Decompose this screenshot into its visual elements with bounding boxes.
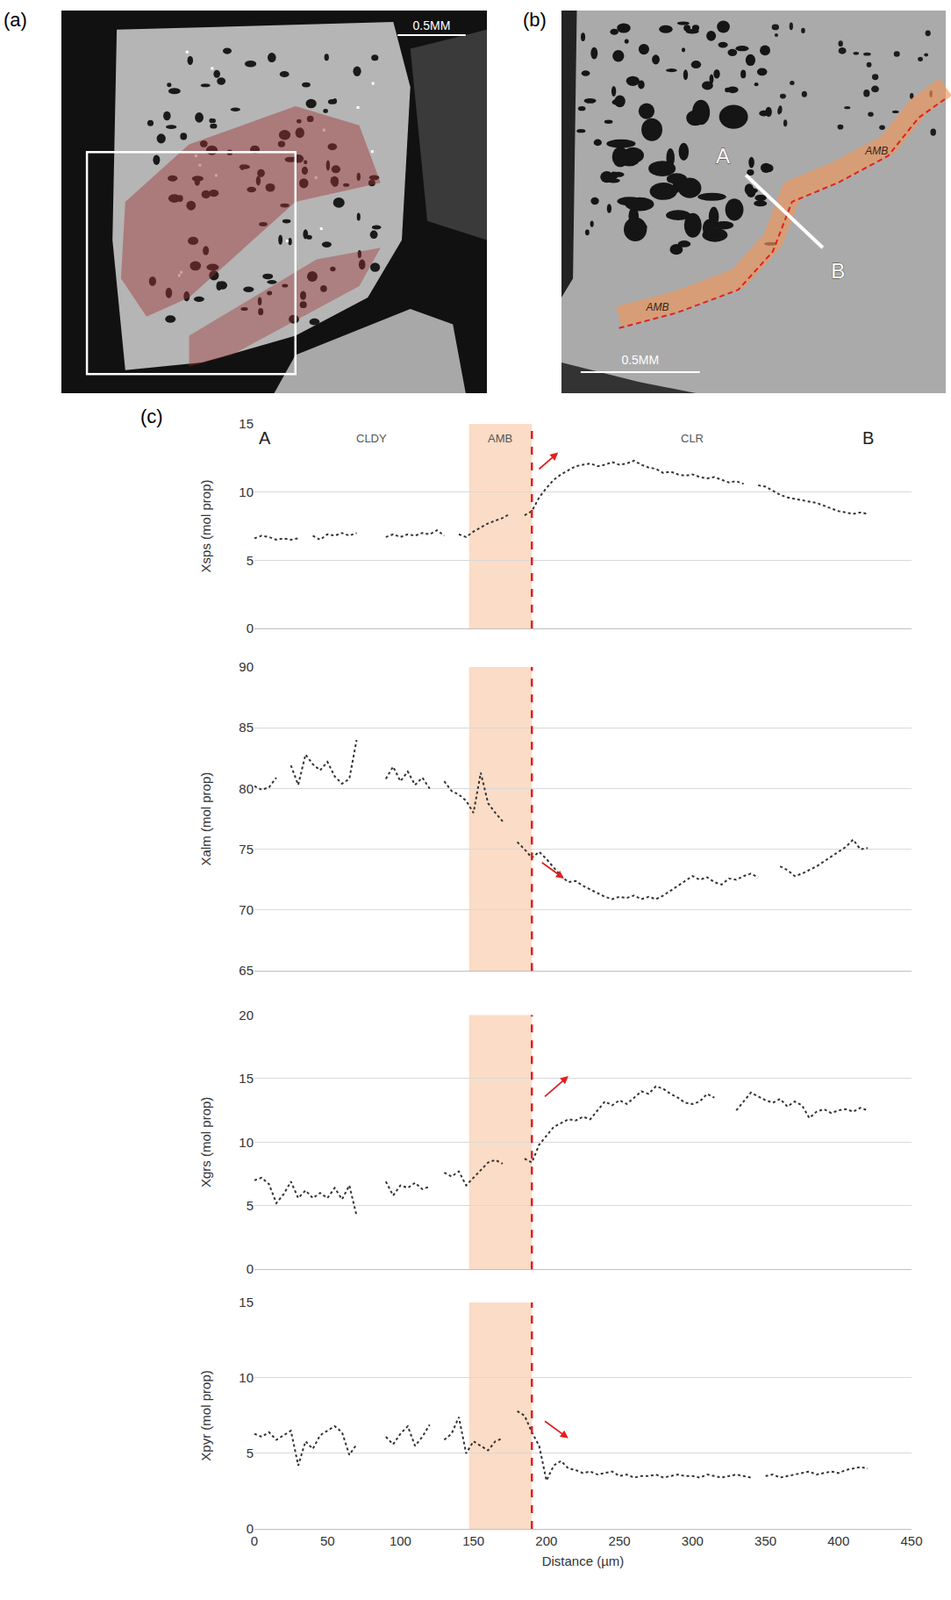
svg-text:20: 20	[238, 1007, 254, 1023]
svg-text:0: 0	[246, 1260, 254, 1276]
svg-text:90: 90	[238, 658, 254, 674]
svg-text:(a): (a)	[3, 8, 28, 31]
svg-text:10: 10	[238, 1134, 254, 1150]
svg-text:B: B	[862, 428, 874, 448]
svg-text:0: 0	[250, 1532, 258, 1548]
svg-text:400: 400	[827, 1532, 850, 1548]
svg-text:CLDY: CLDY	[356, 431, 387, 445]
svg-text:10: 10	[238, 1369, 254, 1385]
svg-text:65: 65	[238, 962, 254, 978]
svg-text:5: 5	[246, 1444, 254, 1460]
svg-text:85: 85	[238, 719, 254, 735]
html-text:(c): (c)	[140, 405, 163, 428]
svg-text:Distance (µm): Distance (µm)	[542, 1552, 625, 1568]
svg-text:75: 75	[238, 841, 254, 857]
svg-text:AMB: AMB	[864, 144, 888, 158]
svg-text:250: 250	[608, 1532, 631, 1548]
svg-text:Xalm (mol prop): Xalm (mol prop)	[198, 772, 214, 866]
svg-text:0.5MM: 0.5MM	[413, 18, 451, 33]
svg-text:350: 350	[754, 1532, 777, 1548]
svg-text:5: 5	[246, 1197, 254, 1213]
svg-text:A: A	[715, 143, 730, 168]
svg-text:Xgrs (mol prop): Xgrs (mol prop)	[198, 1096, 214, 1187]
svg-text:15: 15	[238, 1070, 254, 1086]
svg-text:CLR: CLR	[680, 431, 704, 445]
svg-text:0: 0	[246, 620, 254, 636]
svg-text:0: 0	[246, 1520, 254, 1536]
svg-text:80: 80	[238, 780, 254, 796]
svg-text:(b): (b)	[522, 8, 547, 31]
svg-text:15: 15	[238, 415, 254, 431]
svg-text:0.5MM: 0.5MM	[621, 352, 659, 367]
svg-text:AMB: AMB	[487, 431, 513, 445]
svg-text:50: 50	[320, 1532, 336, 1548]
svg-text:B: B	[830, 258, 845, 283]
svg-text:Xsps (mol prop): Xsps (mol prop)	[198, 479, 214, 573]
svg-text:5: 5	[246, 552, 254, 568]
svg-text:300: 300	[681, 1532, 704, 1548]
svg-text:AMB: AMB	[644, 300, 669, 314]
svg-text:150: 150	[462, 1532, 485, 1548]
svg-text:A: A	[258, 428, 272, 448]
svg-text:200: 200	[535, 1532, 558, 1548]
svg-text:70: 70	[238, 901, 254, 917]
svg-text:450: 450	[900, 1532, 923, 1548]
svg-text:10: 10	[238, 484, 254, 500]
svg-text:Xpyr (mol prop): Xpyr (mol prop)	[198, 1369, 214, 1460]
svg-text:15: 15	[238, 1294, 254, 1309]
svg-text:100: 100	[389, 1532, 412, 1548]
